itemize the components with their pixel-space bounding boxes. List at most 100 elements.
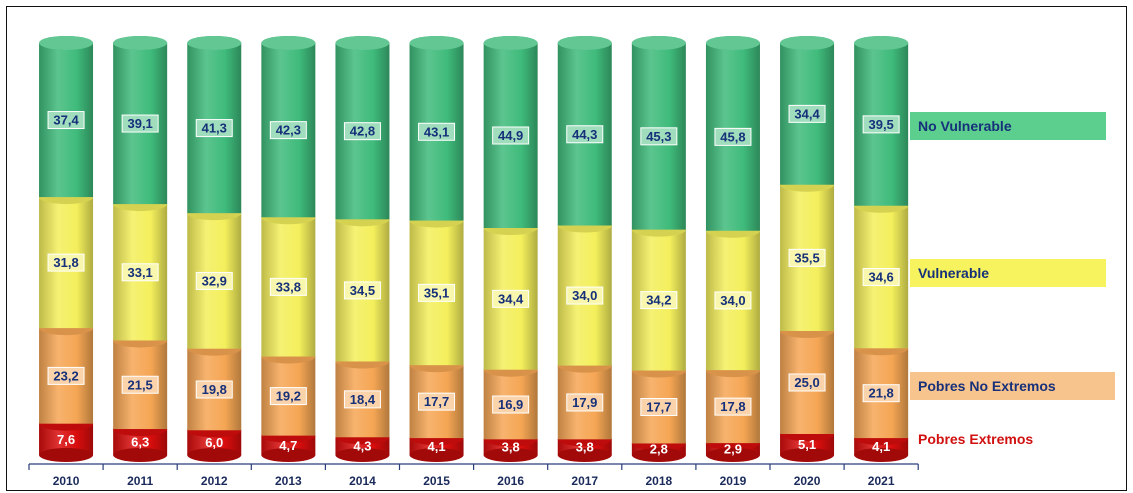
chart-frame: 7,6 23,2 31,8 37,4 6,3 21,5 33,1 39,1 6,0 19,8 32,… (6, 6, 1127, 491)
value-label-bg (714, 291, 752, 310)
value-label: 31,8 (53, 255, 78, 270)
value-label: 23,2 (53, 368, 78, 383)
x-tick-label: 2016 (497, 474, 524, 488)
value-label-bg (640, 291, 678, 310)
value-label: 45,3 (646, 129, 671, 144)
value-label-bg (343, 390, 381, 409)
x-tick-label: 2012 (201, 474, 228, 488)
bar-bottom-cap (854, 448, 909, 462)
value-label: 35,1 (424, 285, 449, 300)
value-label: 34,5 (350, 283, 375, 298)
value-label-bg (269, 121, 307, 140)
value-label-bg (121, 263, 159, 282)
x-tick-label: 2021 (868, 474, 895, 488)
value-label-bg (121, 114, 159, 133)
value-label-bg (788, 104, 826, 123)
value-label: 44,3 (572, 127, 597, 142)
value-label-bg (269, 387, 307, 406)
x-tick-label: 2011 (127, 474, 153, 488)
value-label-bg (47, 253, 85, 272)
bar-top-cap (261, 36, 316, 50)
value-label: 5,1 (798, 437, 816, 452)
value-label: 4,7 (279, 438, 297, 453)
value-label-bg (343, 122, 381, 141)
bar-bottom-cap (483, 448, 538, 462)
value-label-bg (418, 392, 456, 411)
bar-top-cap (631, 36, 686, 50)
x-tick-label: 2018 (645, 474, 672, 488)
value-label-bg (862, 268, 900, 287)
bar-top-cap (187, 36, 242, 50)
value-label: 34,2 (646, 293, 671, 308)
x-tick-label: 2015 (423, 474, 450, 488)
value-label: 34,0 (572, 288, 597, 303)
bar-top-cap (409, 36, 464, 50)
value-label: 42,3 (276, 123, 301, 138)
x-axis: 2010 2011 2012 2013 2014 2015 2016 2017 2018 2019… (28, 463, 919, 488)
value-label: 17,8 (720, 399, 745, 414)
x-tick-label: 2013 (275, 474, 302, 488)
value-label-bg (269, 277, 307, 296)
bar-top-cap (854, 36, 909, 50)
value-label: 4,1 (428, 439, 446, 454)
value-label-bg (714, 397, 752, 416)
value-label-bg (343, 281, 381, 300)
value-label-bg (47, 366, 85, 385)
value-label: 19,2 (276, 389, 301, 404)
value-label: 4,3 (353, 439, 371, 454)
bar-bottom-cap (39, 448, 94, 462)
x-tick-label: 2017 (571, 474, 598, 488)
value-label: 37,4 (53, 113, 79, 128)
value-label-bg (195, 380, 233, 399)
value-label: 35,5 (794, 250, 819, 265)
bar-bottom-cap (113, 448, 168, 462)
value-label-bg (566, 286, 604, 305)
value-label: 45,8 (720, 129, 745, 144)
value-label-bg (195, 271, 233, 290)
bar-top-cap (557, 36, 612, 50)
value-label: 17,9 (572, 395, 597, 410)
value-label: 41,3 (202, 121, 227, 136)
bar-top-cap (705, 36, 760, 50)
value-label-bg (492, 126, 530, 145)
value-label: 6,0 (205, 435, 223, 450)
value-label-bg (418, 283, 456, 302)
value-label: 2,9 (724, 442, 742, 457)
value-label-bg (640, 127, 678, 146)
value-label: 44,9 (498, 128, 523, 143)
value-label: 3,8 (502, 440, 520, 455)
value-label: 3,8 (576, 440, 594, 455)
value-label: 42,8 (350, 124, 375, 139)
value-label-bg (418, 122, 456, 141)
value-label: 7,6 (57, 432, 75, 447)
legend-vulnerable-label: Vulnerable (918, 265, 990, 281)
bar-bottom-cap (631, 448, 686, 462)
value-label-bg (195, 119, 233, 138)
value-label: 21,5 (127, 377, 152, 392)
bar-top-cap (483, 36, 538, 50)
x-tick-label: 2014 (349, 474, 376, 488)
x-tick-label: 2019 (720, 474, 747, 488)
stacked-bar-chart: 7,6 23,2 31,8 37,4 6,3 21,5 33,1 39,1 6,0 19,8 32,… (28, 36, 919, 488)
value-label-bg (714, 127, 752, 146)
value-label-bg (566, 393, 604, 412)
value-label-bg (862, 115, 900, 134)
legend-pobres-extremos-label: Pobres Extremos (918, 431, 1034, 447)
value-label-bg (47, 111, 85, 130)
bars-layer (39, 36, 909, 462)
value-label: 34,0 (720, 293, 745, 308)
value-label: 43,1 (424, 124, 449, 139)
bar-top-cap (780, 36, 835, 50)
bar-bottom-cap (261, 448, 316, 462)
legend-no-vulnerable: No Vulnerable (910, 112, 1106, 140)
value-label: 2,8 (650, 442, 668, 457)
value-label: 34,6 (868, 270, 893, 285)
bar-bottom-cap (187, 448, 242, 462)
bar-top-cap (113, 36, 168, 50)
value-label: 17,7 (424, 394, 449, 409)
value-label-bg (862, 384, 900, 403)
value-label: 34,4 (794, 106, 820, 121)
bar-bottom-cap (557, 448, 612, 462)
value-label: 39,1 (127, 116, 152, 131)
bar-bottom-cap (335, 448, 390, 462)
